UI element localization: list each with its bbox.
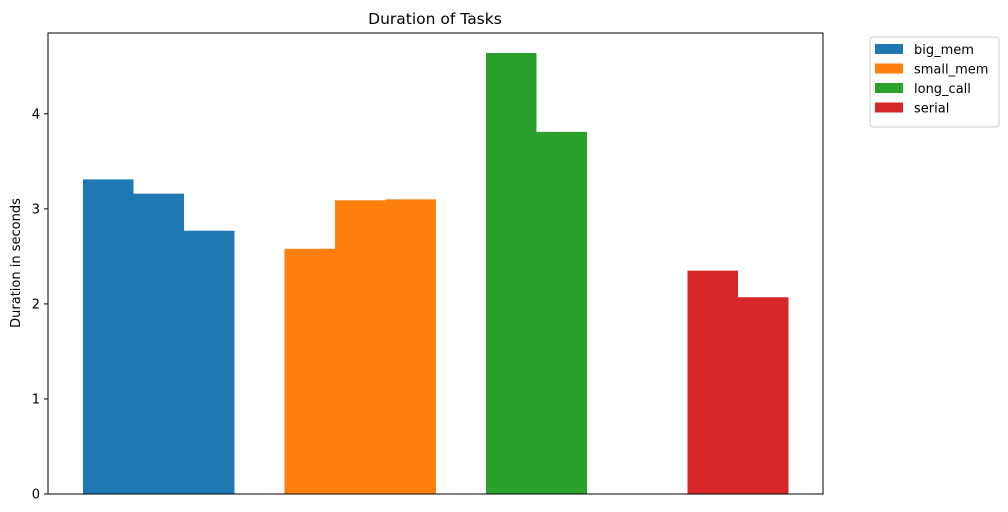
y-tick-label: 3	[32, 202, 40, 217]
chart-title: Duration of Tasks	[368, 10, 502, 28]
plot-frame	[47, 32, 824, 495]
legend-label-long_call: long_call	[914, 82, 971, 97]
bar-serial-2	[738, 297, 789, 494]
y-tick-label: 2	[32, 297, 40, 312]
legend-label-big_mem: big_mem	[914, 43, 974, 58]
y-tick-label: 0	[32, 488, 40, 503]
bar-big_mem-1	[83, 179, 134, 494]
bar-long_call-1	[486, 52, 537, 495]
legend-swatch-long_call	[875, 83, 903, 93]
bars	[83, 52, 789, 495]
bar-serial-1	[687, 270, 738, 494]
bar-big_mem-2	[133, 193, 184, 494]
bar-small_mem-1	[284, 248, 335, 494]
y-tick-label: 4	[32, 107, 40, 122]
legend-label-small_mem: small_mem	[914, 63, 988, 78]
y-tick-label: 1	[32, 392, 40, 407]
bar-big_mem-3	[184, 230, 235, 494]
legend-swatch-serial	[875, 102, 903, 113]
legend-label-serial: serial	[914, 102, 949, 117]
y-axis-label: Duration in seconds	[9, 198, 24, 328]
bar-long_call-2	[536, 131, 587, 494]
bar-small_mem-3	[385, 199, 436, 494]
legend-swatch-small_mem	[875, 63, 903, 74]
bar-small_mem-2	[335, 200, 386, 495]
legend-swatch-big_mem	[875, 44, 903, 54]
y-axis: 0 1 2 3 4	[32, 107, 48, 503]
